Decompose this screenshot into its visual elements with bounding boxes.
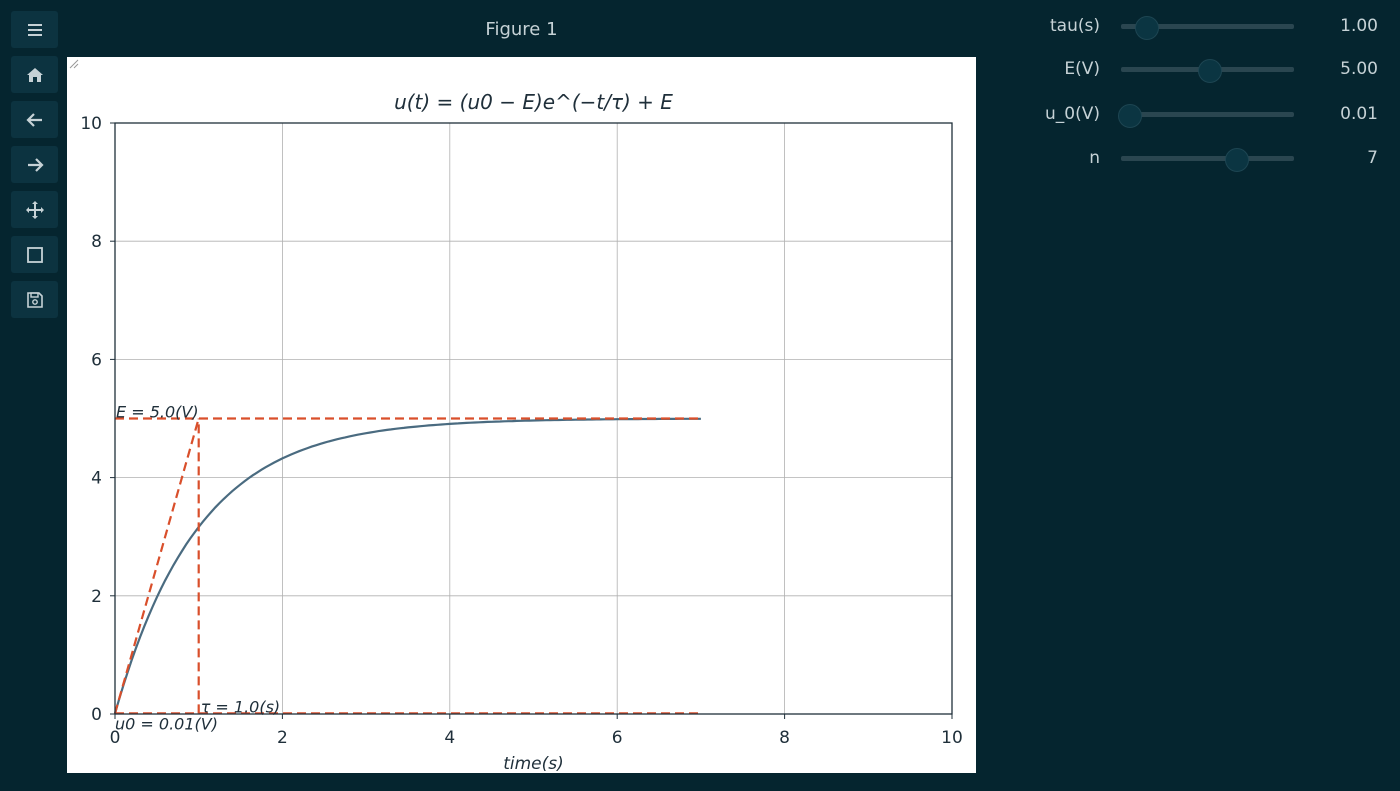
y-tick-label: 6: [91, 350, 102, 370]
x-tick-label: 4: [444, 728, 455, 748]
slider-label-E: E(V): [1064, 59, 1100, 79]
back-button[interactable]: [11, 101, 58, 138]
menu-icon: [27, 23, 42, 36]
figure-title: Figure 1: [485, 19, 558, 40]
zoom-rect-icon: [26, 246, 43, 263]
annotation-E: E = 5.0(V): [116, 403, 199, 422]
slider-label-u0: u_0(V): [1045, 104, 1100, 124]
plot-frame: [114, 122, 953, 715]
x-tick-label: 2: [277, 728, 288, 748]
slider-value-n: 7: [1367, 148, 1378, 168]
menu-button[interactable]: [11, 11, 58, 48]
x-tick-label: 10: [941, 728, 963, 748]
save-button[interactable]: [11, 281, 58, 318]
series-curve-u: [113, 417, 701, 714]
slider-track-tau[interactable]: [1121, 24, 1294, 29]
move-icon: [25, 200, 44, 219]
save-icon: [26, 291, 43, 308]
pan-button[interactable]: [11, 191, 58, 228]
slider-label-tau: tau(s): [1050, 16, 1100, 36]
y-tick-label: 8: [91, 232, 102, 252]
x-axis-label: time(s): [503, 754, 564, 773]
slider-track-n[interactable]: [1121, 156, 1294, 161]
slider-label-n: n: [1089, 148, 1100, 168]
figure-canvas[interactable]: 0 2 4 6 8 10 0 2 4 6 8 10 E = 5.0(V) τ = 1.0(s) u0 = 0…: [67, 57, 976, 773]
slider-value-E: 5.00: [1340, 59, 1378, 79]
resize-grip-icon[interactable]: [67, 57, 79, 69]
chart-title: u(t) = (u0 − E)e^(−t/τ) + E: [394, 90, 673, 114]
annotation-u0: u0 = 0.01(V): [115, 714, 218, 733]
annotation-tau: τ = 1.0(s): [201, 697, 280, 716]
arrow-right-icon: [27, 157, 44, 172]
y-tick-label: 2: [91, 587, 102, 607]
y-tick-label: 4: [91, 469, 102, 489]
slider-track-u0[interactable]: [1121, 112, 1294, 117]
forward-button[interactable]: [11, 146, 58, 183]
x-tick-label: 6: [612, 728, 623, 748]
x-tick-label: 8: [779, 728, 790, 748]
series-dashed-line: [113, 418, 200, 714]
x-tick-label: 0: [110, 728, 121, 748]
slider-handle-u0[interactable]: [1118, 104, 1142, 128]
zoom-button[interactable]: [11, 236, 58, 273]
arrow-left-icon: [25, 112, 42, 127]
slider-handle-E[interactable]: [1198, 59, 1223, 83]
y-tick-label: 10: [80, 114, 102, 134]
slider-value-u0: 0.01: [1340, 104, 1378, 124]
chart: 0 2 4 6 8 10 0 2 4 6 8 10 E = 5.0(V) τ = 1.0(s)u0 = 0…: [80, 90, 963, 773]
slider-value-tau: 1.00: [1340, 16, 1378, 36]
controls-panel: tau(s) 1.00 E(V) 5.00 u_0(V) 0.01 n 7: [1000, 8, 1400, 208]
slider-handle-n[interactable]: [1224, 148, 1249, 172]
slider-row-u0: u_0(V) 0.01: [1000, 96, 1400, 136]
home-button[interactable]: [11, 56, 58, 93]
navigation-toolbar: [11, 11, 58, 326]
slider-row-n: n 7: [1000, 140, 1400, 180]
slider-row-tau: tau(s) 1.00: [1000, 8, 1400, 48]
y-tick-label: 0: [91, 705, 102, 725]
home-icon: [26, 67, 43, 82]
slider-row-E: E(V) 5.00: [1000, 51, 1400, 91]
slider-handle-tau[interactable]: [1135, 16, 1160, 40]
